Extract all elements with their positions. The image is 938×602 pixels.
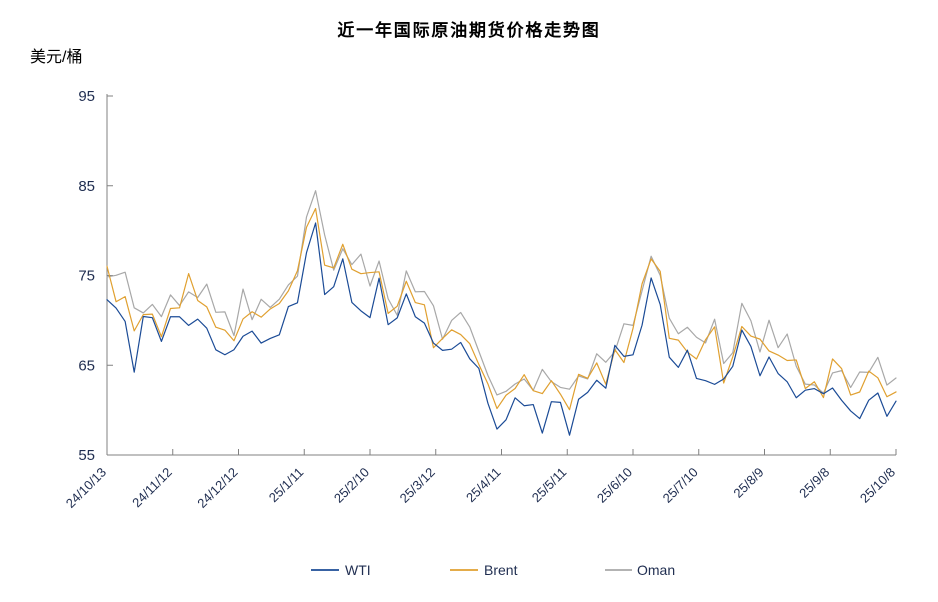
svg-text:25/6/10: 25/6/10	[594, 465, 635, 506]
svg-text:75: 75	[78, 268, 95, 285]
svg-text:85: 85	[78, 178, 95, 195]
svg-text:65: 65	[78, 357, 95, 374]
svg-text:24/10/13: 24/10/13	[63, 465, 109, 511]
svg-text:25/9/8: 25/9/8	[796, 465, 832, 501]
svg-text:24/12/12: 24/12/12	[194, 465, 240, 511]
svg-text:25/10/8: 25/10/8	[857, 465, 898, 506]
svg-text:95: 95	[78, 88, 95, 105]
svg-text:25/5/11: 25/5/11	[529, 465, 570, 506]
svg-text:25/4/11: 25/4/11	[463, 465, 504, 506]
svg-text:25/3/12: 25/3/12	[397, 465, 438, 506]
svg-text:WTI: WTI	[345, 562, 371, 578]
svg-text:25/7/10: 25/7/10	[660, 465, 701, 506]
svg-text:Brent: Brent	[484, 562, 518, 578]
svg-text:25/1/11: 25/1/11	[266, 465, 307, 506]
svg-text:Oman: Oman	[637, 562, 675, 578]
svg-text:24/11/12: 24/11/12	[129, 465, 175, 511]
svg-text:55: 55	[78, 447, 95, 464]
svg-text:25/2/10: 25/2/10	[331, 465, 372, 506]
svg-text:25/8/9: 25/8/9	[730, 465, 766, 501]
